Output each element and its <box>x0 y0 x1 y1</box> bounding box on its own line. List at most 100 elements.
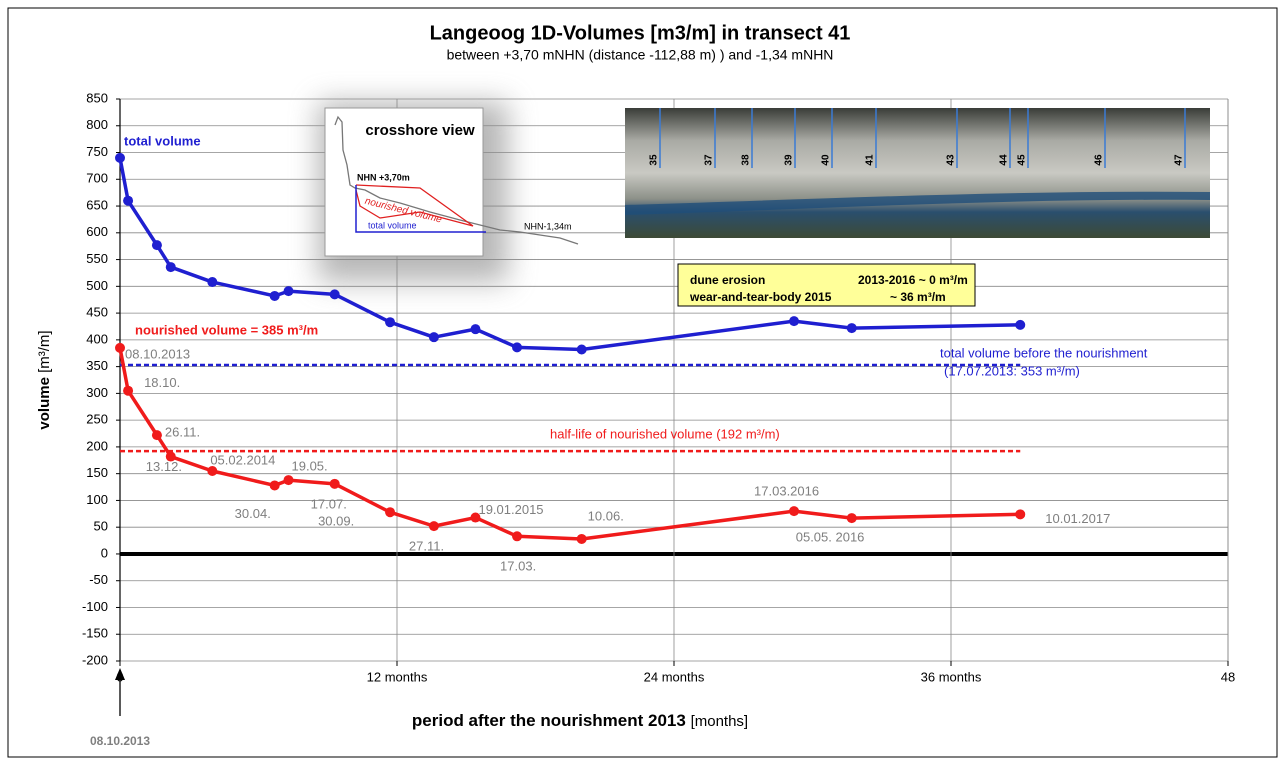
transect-label: 44 <box>999 154 1010 166</box>
chart-title: Langeoog 1D-Volumes [m3/m] in transect 4… <box>430 22 851 44</box>
transect-label: 39 <box>784 154 795 166</box>
info: dune erosion 2013-2016 ~ 0 m³/m wear-and-t… <box>689 273 968 304</box>
nourished-outline <box>355 184 474 227</box>
reference-label: total volume before the nourishment <box>940 345 1148 360</box>
reference-label: (17.07.2013: 353 m³/m) <box>944 363 1080 378</box>
y-tick-label: 550 <box>86 251 108 266</box>
x-tick-label: 48 <box>1221 669 1235 684</box>
data-point <box>385 507 396 518</box>
data-point <box>123 195 134 206</box>
inset-label: NHN-1,34m <box>524 221 572 231</box>
transect-label: 40 <box>821 154 832 166</box>
data-point <box>207 277 218 288</box>
reference-label: half-life of nourished volume (192 m³/m) <box>550 426 780 441</box>
data-point <box>151 240 162 251</box>
x-tick-label: 24 months <box>644 669 705 684</box>
point-label: 10.01.2017 <box>1045 511 1110 526</box>
y-tick-label: -100 <box>82 599 108 614</box>
data-point <box>283 475 294 486</box>
point-label: 17.07. <box>311 496 347 511</box>
plot: total volume before the nourishment (17.0… <box>115 133 1148 574</box>
y-unit: [m³/m] <box>36 330 53 373</box>
point-label: 26.11. <box>165 425 200 440</box>
data-point <box>512 531 523 542</box>
y-label: volume <box>36 377 53 430</box>
data-point <box>207 465 218 476</box>
y-tick-label: 350 <box>86 358 108 373</box>
x-tick-label: 12 months <box>367 669 428 684</box>
data-point <box>151 430 162 441</box>
point-label: 10.06. <box>588 508 624 523</box>
data-point <box>123 385 134 396</box>
y-tick-label: 400 <box>86 331 108 346</box>
data-point <box>576 533 587 544</box>
data-point <box>470 512 481 523</box>
data-point <box>789 316 800 327</box>
data-point <box>576 344 587 355</box>
chart-subtitle: between +3,70 mNHN (distance -112,88 m) … <box>447 47 834 63</box>
data-point <box>846 513 857 524</box>
transect-label: 47 <box>1174 154 1185 166</box>
y-tick-label: 50 <box>94 519 108 534</box>
data-point <box>1015 509 1026 520</box>
y-tick-label: -200 <box>82 652 108 667</box>
data-point <box>428 332 439 343</box>
y-tick-label: 600 <box>86 224 108 239</box>
data-point <box>269 480 280 491</box>
y-tick-label: 500 <box>86 278 108 293</box>
y-tick-label: 250 <box>86 412 108 427</box>
y-axis-label: volume [m³/m] <box>36 330 53 429</box>
data-point <box>115 342 125 353</box>
data-point <box>165 451 176 462</box>
inset-label: total volume <box>368 220 417 230</box>
start-arrow-head <box>115 668 125 680</box>
point-label: 17.03. <box>500 559 536 574</box>
series-line <box>118 347 1021 541</box>
data-point <box>329 478 340 489</box>
y-tick-label: 750 <box>86 144 108 159</box>
x-axis-label: period after the nourishment 2013 [month… <box>412 711 748 730</box>
data-point <box>428 521 439 532</box>
transect-label: 46 <box>1094 154 1105 166</box>
x-tick-label: 36 months <box>921 669 982 684</box>
photo-bg <box>625 108 1210 238</box>
y-tick-label: 850 <box>86 90 108 105</box>
y-tick-label: 800 <box>86 117 108 132</box>
y-tick-label: 150 <box>86 465 108 480</box>
inset-label: NHN +3,70m <box>357 172 410 182</box>
point-label: 17.03.2016 <box>754 484 819 499</box>
data-point <box>470 324 481 335</box>
transect-label: 37 <box>704 154 715 166</box>
info-box <box>677 263 976 307</box>
point-label: 19.01.2015 <box>478 502 543 517</box>
series-line <box>118 157 1021 352</box>
data-point <box>385 317 396 328</box>
start-date: 08.10.2013 <box>90 734 150 748</box>
x-unit: [months] <box>691 713 749 730</box>
inset-title: crosshore view <box>365 122 475 139</box>
series-label: total volume <box>124 133 201 148</box>
y-tick-label: 200 <box>86 438 108 453</box>
data-point <box>115 152 125 163</box>
photo-water <box>625 191 1210 215</box>
y-tick-label: -50 <box>89 572 108 587</box>
data-point <box>269 290 280 301</box>
y-tick-label: 450 <box>86 305 108 320</box>
y-tick-label: 300 <box>86 385 108 400</box>
profile <box>334 115 579 245</box>
data-point <box>789 506 800 517</box>
transect-label: 43 <box>946 154 957 166</box>
y-tick-label: 0 <box>101 545 108 560</box>
transect-label: 35 <box>649 154 660 166</box>
inset: crosshore view NHN +3,70m nourished volu… <box>318 102 579 282</box>
point-label: 05.05. 2016 <box>796 530 865 545</box>
total-outline <box>355 185 486 233</box>
point-label: 13.12. <box>146 459 182 474</box>
series-label: nourished volume = 385 m³/m <box>135 322 318 337</box>
point-label: 08.10.2013 <box>125 346 190 361</box>
point-label: 27.11. <box>409 539 444 554</box>
aerial-photo: 35 37 38 39 40 41 43 44 45 46 47 <box>625 108 1210 238</box>
point-label: 30.04. <box>235 506 271 521</box>
data-point <box>1015 319 1026 330</box>
